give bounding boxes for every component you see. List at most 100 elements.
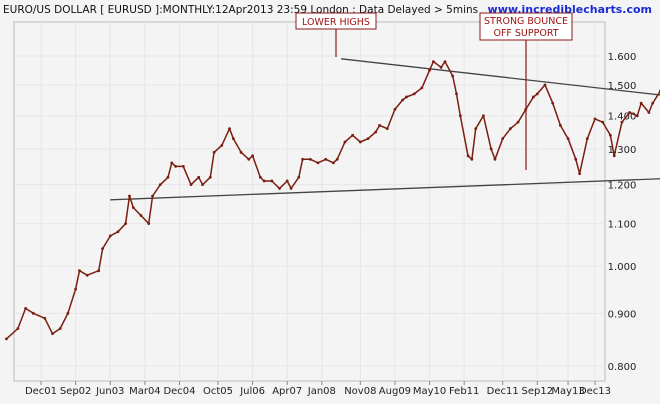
price-point <box>358 140 362 144</box>
price-point <box>508 127 512 131</box>
x-tick-label: Apr07 <box>272 386 302 397</box>
y-tick-label: 1.300 <box>608 145 637 156</box>
price-point <box>651 101 655 105</box>
price-point <box>331 161 335 165</box>
price-point <box>174 165 178 168</box>
price-point <box>101 247 104 251</box>
price-point <box>74 287 78 291</box>
price-point <box>351 133 355 137</box>
price-point <box>239 150 243 154</box>
price-point <box>212 150 216 154</box>
x-tick-label: Dec11 <box>487 386 519 397</box>
price-point <box>455 92 458 96</box>
annotation-lower-highs: LOWER HIGHS <box>302 17 370 28</box>
price-point <box>585 137 589 141</box>
price-point <box>635 114 639 118</box>
price-point <box>220 144 224 147</box>
price-point <box>208 175 212 179</box>
price-point <box>124 222 128 225</box>
price-point <box>166 175 170 179</box>
price-point <box>4 337 8 341</box>
price-point <box>401 98 405 102</box>
price-point <box>228 127 231 131</box>
price-point <box>432 60 435 64</box>
price-point <box>289 187 293 190</box>
x-tick-label: Sep12 <box>522 386 554 397</box>
y-tick-label: 1.200 <box>608 181 637 192</box>
price-point <box>558 124 562 127</box>
y-tick-label: 1.000 <box>608 262 637 273</box>
price-point <box>324 157 328 161</box>
price-point <box>516 120 520 124</box>
price-point <box>612 154 616 158</box>
price-point <box>297 175 301 179</box>
x-tick-label: Feb11 <box>449 386 479 397</box>
price-point <box>458 114 462 118</box>
price-point <box>412 92 416 96</box>
price-point <box>543 83 547 87</box>
y-tick-label: 1.400 <box>608 112 637 123</box>
price-point <box>108 234 112 238</box>
price-point <box>285 179 289 183</box>
price-point <box>428 68 431 72</box>
x-tick-label: May13 <box>551 386 584 397</box>
price-point <box>278 187 281 190</box>
price-point <box>31 311 35 315</box>
price-point <box>51 332 54 336</box>
price-point <box>158 183 162 187</box>
price-point <box>647 111 651 114</box>
y-tick-label: 1.500 <box>608 81 637 92</box>
price-point <box>639 101 643 105</box>
price-point <box>78 269 81 273</box>
price-point <box>578 172 582 176</box>
price-point <box>439 65 443 69</box>
price-point <box>470 157 474 161</box>
x-tick-label: Oct05 <box>203 386 233 397</box>
x-tick-label: Mar04 <box>129 386 161 397</box>
x-tick-label: Dec01 <box>25 386 57 397</box>
price-point <box>493 157 497 161</box>
price-point <box>374 130 378 134</box>
price-point <box>628 111 632 114</box>
price-point <box>451 74 455 78</box>
price-point <box>251 154 254 158</box>
price-point <box>181 165 185 168</box>
y-tick-label: 1.600 <box>608 52 637 63</box>
x-tick-label: Sep02 <box>60 386 92 397</box>
x-tick-label: May10 <box>413 386 446 397</box>
price-point <box>24 306 28 310</box>
x-tick-label: Dec13 <box>579 386 611 397</box>
price-point <box>151 194 154 198</box>
price-point <box>443 60 447 64</box>
price-point <box>466 154 470 158</box>
price-point <box>128 194 131 198</box>
price-point <box>620 120 624 124</box>
price-point <box>97 269 101 273</box>
annotation-box-bounce <box>479 12 573 41</box>
price-point <box>474 127 478 131</box>
price-point <box>247 157 251 161</box>
price-point <box>201 183 204 187</box>
price-point <box>139 214 143 217</box>
price-point <box>593 117 597 121</box>
price-point <box>262 179 266 183</box>
price-point <box>189 183 193 187</box>
price-point <box>58 327 62 330</box>
price-point <box>566 137 570 141</box>
annotation-bounce-line2: OFF SUPPORT <box>493 28 558 39</box>
trendline-resistance <box>341 58 660 96</box>
price-line <box>5 60 660 340</box>
x-tick-label: Dec04 <box>163 386 195 397</box>
price-point <box>393 107 397 111</box>
annotation-bounce-line1: STRONG BOUNCE <box>484 16 568 27</box>
price-point <box>66 311 70 315</box>
price-point <box>489 147 493 151</box>
x-tick-label: Jan08 <box>307 386 336 397</box>
price-point <box>170 161 174 165</box>
y-tick-label: 0.900 <box>608 309 637 320</box>
price-point <box>420 86 424 90</box>
price-point <box>501 137 505 141</box>
x-tick-label: Nov08 <box>344 386 376 397</box>
price-point <box>608 133 612 137</box>
